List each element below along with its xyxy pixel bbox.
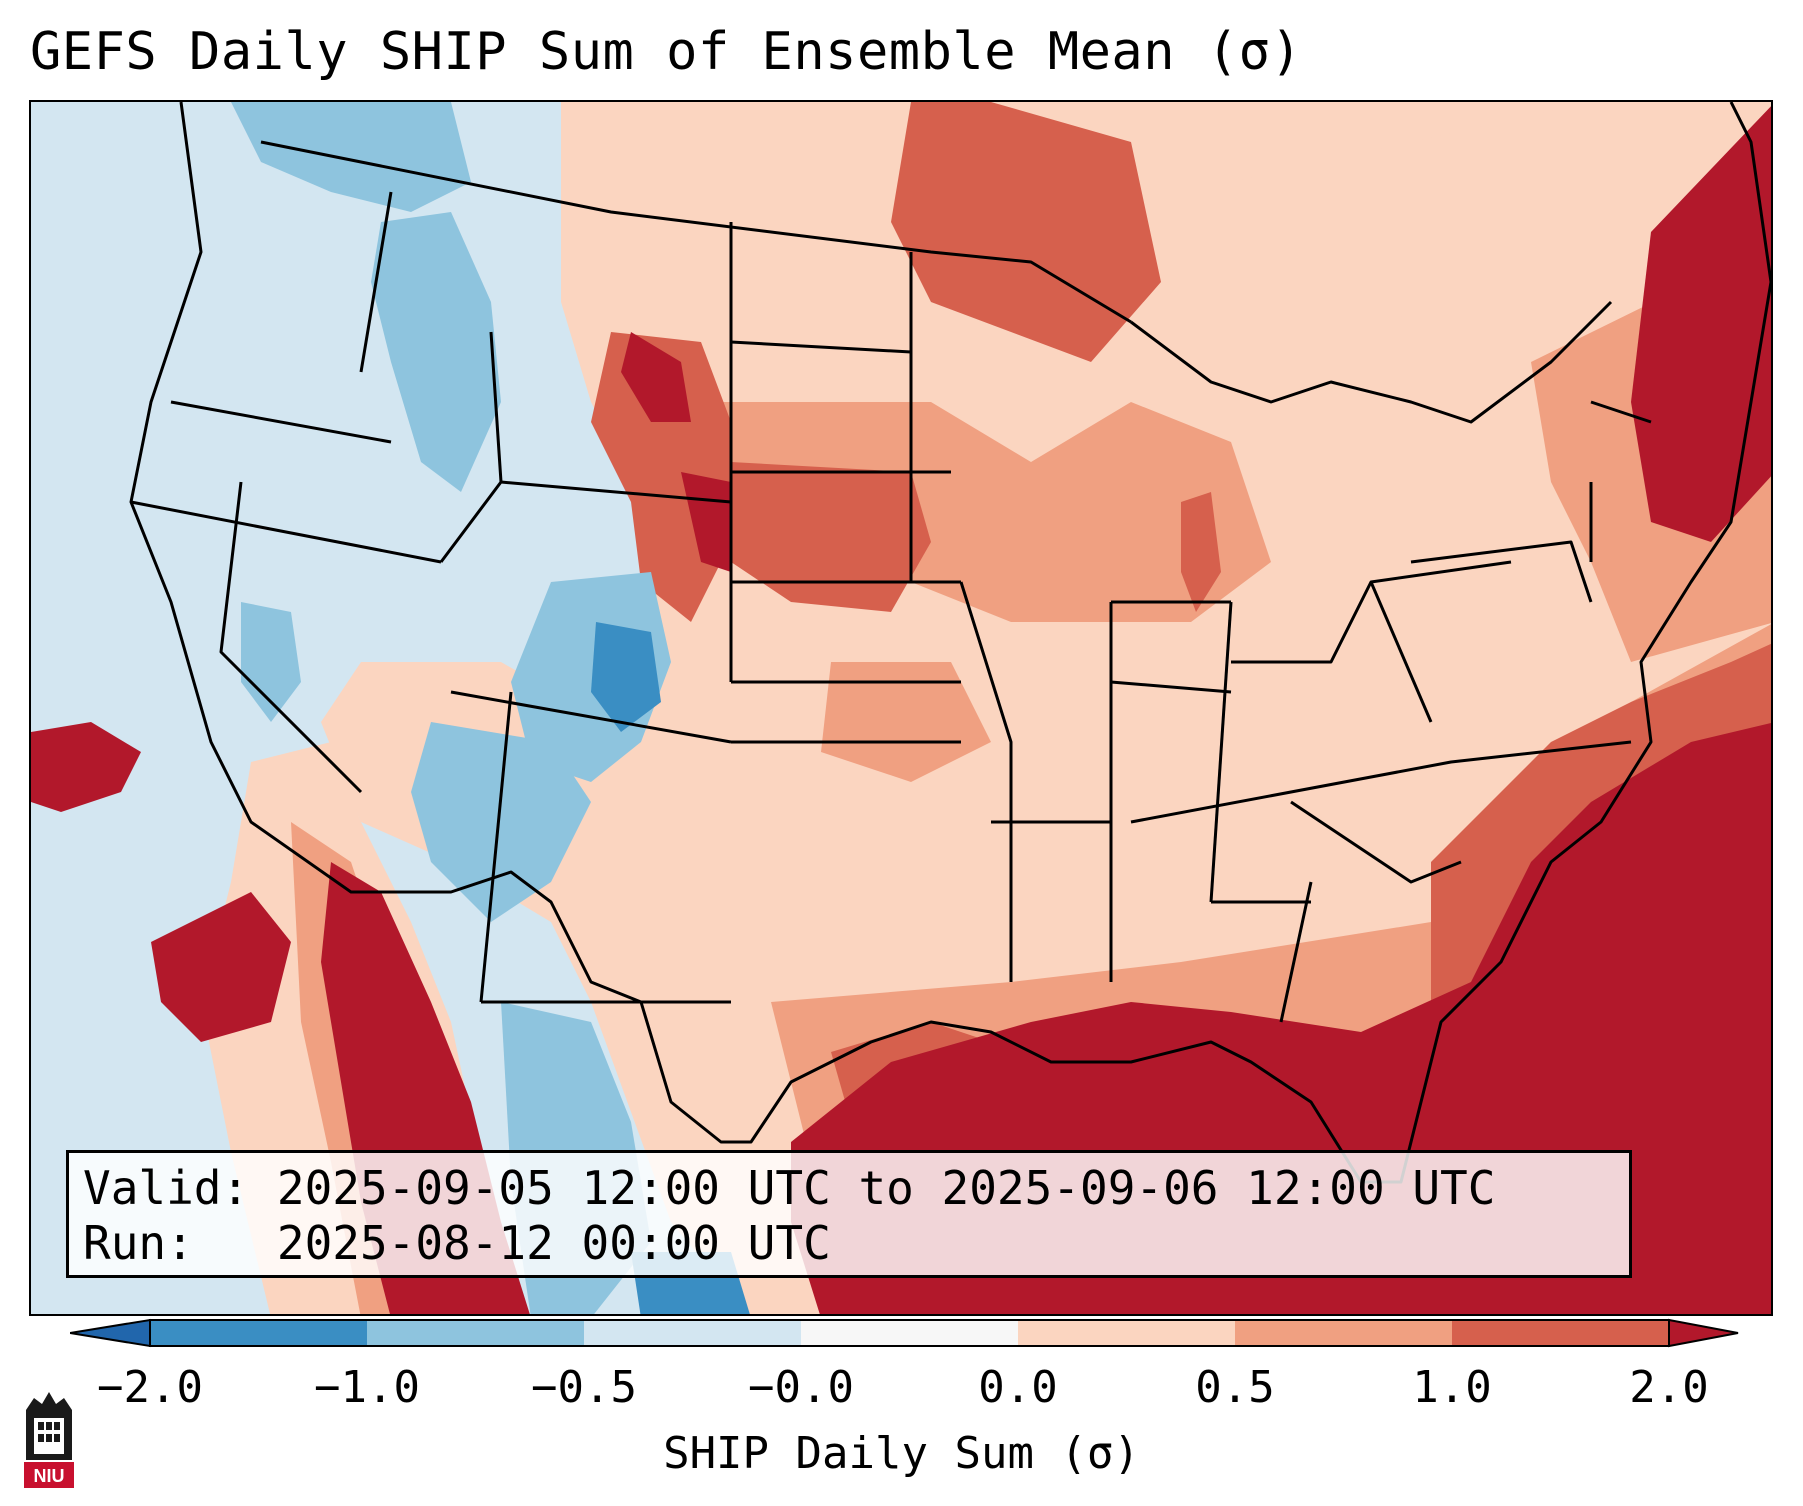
colorbar-tick: −2.0: [97, 1362, 203, 1413]
field-strong-negative-co: [591, 622, 661, 732]
colorbar-seg-3: [584, 1320, 801, 1346]
colorbar-tick: −0.0: [748, 1362, 854, 1413]
colorbar-seg-1: [150, 1320, 367, 1346]
state-borders: [129, 102, 1771, 1184]
field-mod-positive-plains: [711, 402, 1271, 622]
field-extreme-positive-pacific: [151, 892, 291, 1042]
field-mod-negative-idaho: [371, 212, 501, 492]
validity-box: Valid: 2025-09-05 12:00 UTC to 2025-09-0…: [66, 1150, 1632, 1278]
field-mod-negative-pnw: [231, 102, 471, 212]
colorbar: [70, 1318, 1739, 1348]
colorbar-tick: 0.0: [978, 1362, 1058, 1413]
field-strong-positive-wy: [591, 332, 731, 622]
colorbar-seg-5: [1018, 1320, 1235, 1346]
field-extreme-positive-mt: [621, 332, 691, 422]
colorbar-label: SHIP Daily Sum (σ): [663, 1428, 1140, 1479]
field-weak-positive-ne: [1231, 102, 1771, 362]
run-label: Run:: [83, 1216, 194, 1270]
colorbar-tick: 1.0: [1412, 1362, 1492, 1413]
field-strong-positive-lake: [1181, 492, 1221, 612]
colorbar-seg-6: [1235, 1320, 1452, 1346]
field-extreme-positive-pacific-n: [31, 722, 141, 812]
field-extreme-positive-co: [681, 472, 731, 572]
colorbar-seg-4: [801, 1320, 1018, 1346]
colorbar-tick: −1.0: [314, 1362, 420, 1413]
colorbar-seg-7: [1452, 1320, 1669, 1346]
field-strong-positive-ne-sd: [731, 462, 931, 612]
run-value: 2025-08-12 00:00 UTC: [276, 1216, 831, 1270]
logo-text: NIU: [34, 1466, 65, 1486]
chart-title: GEFS Daily SHIP Sum of Ensemble Mean (σ): [30, 22, 1303, 82]
map-panel: [29, 100, 1773, 1316]
colorbar-extend-right: [1668, 1318, 1739, 1348]
field-mod-positive-ks: [821, 662, 991, 782]
colorbar-tick: 2.0: [1629, 1362, 1709, 1413]
colorbar-tick: −0.5: [531, 1362, 637, 1413]
colorbar-extend-left: [70, 1318, 151, 1348]
valid-label: Valid:: [83, 1161, 250, 1215]
field-extreme-positive-ne: [1631, 106, 1771, 542]
field-mod-negative-nv: [241, 602, 301, 722]
field-strong-positive-dakotas: [891, 102, 1161, 362]
colorbar-seg-2: [367, 1320, 584, 1346]
valid-value: 2025-09-05 12:00 UTC to 2025-09-06 12:00…: [276, 1161, 1496, 1215]
niu-logo: NIU: [24, 1392, 74, 1488]
field-mod-negative-sw: [411, 722, 591, 922]
field-mod-negative-co: [511, 572, 671, 782]
colorbar-tick: 0.5: [1195, 1362, 1275, 1413]
anomaly-map: [31, 102, 1771, 1314]
